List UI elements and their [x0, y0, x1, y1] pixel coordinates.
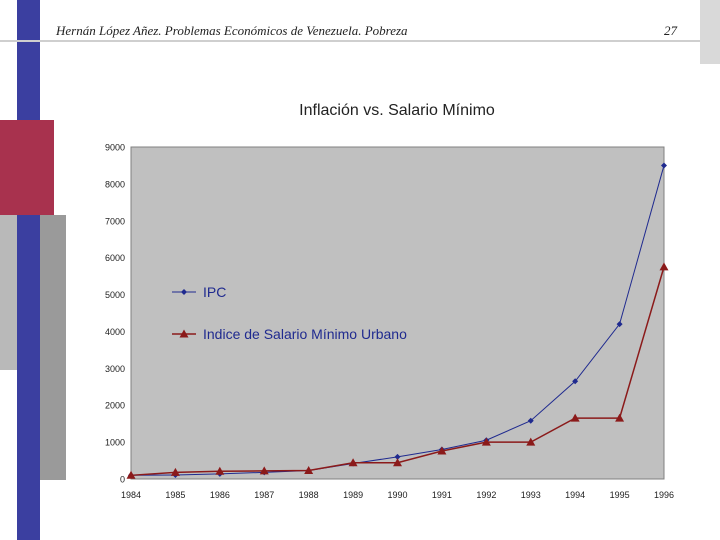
y-tick-label: 2000 — [105, 401, 125, 411]
data-point — [348, 458, 358, 467]
decor-gray-bar — [40, 215, 66, 480]
data-point — [659, 262, 669, 271]
x-tick-label: 1984 — [121, 490, 141, 500]
data-point — [570, 413, 580, 422]
x-tick-label: 1989 — [343, 490, 363, 500]
x-tick-label: 1985 — [165, 490, 185, 500]
data-point — [170, 467, 180, 476]
page-number: 27 — [664, 23, 677, 38]
legend-marker — [181, 289, 187, 295]
data-point — [481, 437, 491, 446]
legend-marker — [179, 329, 189, 338]
x-tick-label: 1993 — [521, 490, 541, 500]
data-point — [572, 378, 579, 385]
y-tick-label: 8000 — [105, 179, 125, 189]
data-point — [661, 162, 667, 169]
chart-title: Inflación vs. Salario Mínimo — [299, 102, 495, 119]
y-tick-label: 3000 — [105, 364, 125, 374]
data-point — [394, 453, 401, 460]
data-point — [393, 458, 402, 467]
decor-gray-strip-top — [0, 40, 720, 42]
x-tick-label: 1988 — [299, 490, 319, 500]
legend-label: Indice de Salario Mínimo Urbano — [203, 326, 407, 342]
y-tick-label: 0 — [120, 475, 125, 485]
x-tick-label: 1991 — [432, 490, 452, 500]
data-point — [616, 321, 623, 328]
data-point — [615, 413, 625, 422]
x-tick-label: 1992 — [476, 490, 496, 500]
data-point — [215, 466, 225, 475]
data-point — [526, 437, 536, 446]
slide-header: Hernán López Añez. Problemas Económicos … — [56, 23, 408, 38]
decor-gray-strip-right — [700, 0, 720, 64]
y-tick-label: 4000 — [105, 327, 125, 337]
legend-label: IPC — [203, 284, 226, 300]
data-point — [437, 446, 447, 455]
data-point — [527, 417, 534, 424]
x-tick-label: 1995 — [610, 490, 630, 500]
decor-red-bar — [0, 120, 54, 215]
data-point — [304, 466, 314, 475]
y-tick-label: 1000 — [105, 438, 125, 448]
x-tick-label: 1986 — [210, 490, 230, 500]
plot-area — [130, 146, 665, 480]
x-tick-label: 1994 — [565, 490, 585, 500]
x-tick-label: 1996 — [654, 490, 674, 500]
y-tick-label: 6000 — [105, 253, 125, 263]
x-tick-label: 1987 — [254, 490, 274, 500]
y-tick-label: 9000 — [105, 143, 125, 153]
y-tick-label: 5000 — [105, 290, 125, 300]
data-point — [259, 466, 269, 475]
decor-gray-side — [0, 215, 17, 370]
data-point — [126, 470, 136, 479]
y-tick-label: 7000 — [105, 216, 125, 226]
x-tick-label: 1990 — [387, 490, 407, 500]
